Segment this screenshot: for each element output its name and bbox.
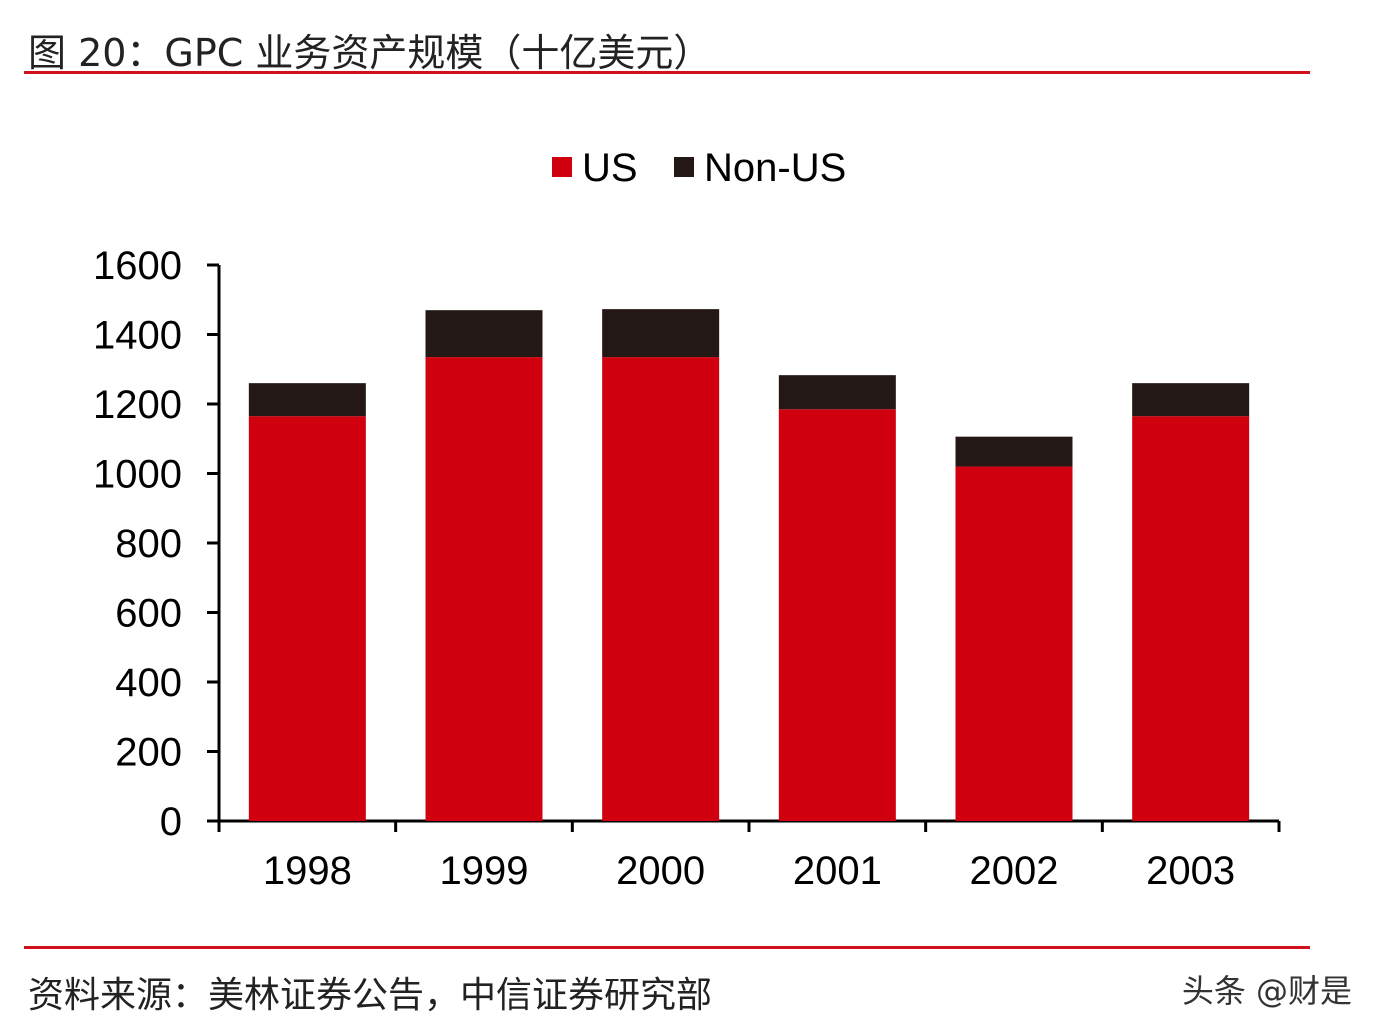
legend-label-us: US xyxy=(582,146,638,190)
legend-swatch-us xyxy=(552,157,572,177)
y-tick-label: 0 xyxy=(160,800,182,844)
x-tick-label: 2003 xyxy=(1146,849,1235,893)
y-tick-label: 1400 xyxy=(93,314,182,358)
title-rule xyxy=(24,71,1310,74)
bar-non-us-1998 xyxy=(248,383,366,417)
bar-non-us-2002 xyxy=(955,436,1073,467)
bar-us-2002 xyxy=(955,466,1073,821)
x-tick-label: 2001 xyxy=(793,849,882,893)
bar-us-1999 xyxy=(425,357,543,821)
footer-rule xyxy=(24,946,1310,949)
y-tick-label: 1000 xyxy=(93,453,182,497)
x-tick-label: 2002 xyxy=(970,849,1059,893)
bar-non-us-1999 xyxy=(425,310,543,358)
figure-title: 图 20：GPC 业务资产规模（十亿美元） xyxy=(28,31,712,75)
source-note: 资料来源：美林证券公告，中信证券研究部 xyxy=(28,975,713,1016)
bar-us-2001 xyxy=(778,409,896,821)
bar-non-us-2000 xyxy=(602,309,720,358)
x-tick-label: 1998 xyxy=(263,849,352,893)
y-tick-label: 800 xyxy=(115,522,182,566)
bar-us-2000 xyxy=(602,357,720,821)
y-tick-label: 1600 xyxy=(93,244,182,288)
bar-non-us-2001 xyxy=(778,375,896,410)
y-tick-label: 400 xyxy=(115,661,182,705)
x-tick-label: 2000 xyxy=(616,849,705,893)
bar-us-2003 xyxy=(1132,416,1250,821)
y-tick-label: 600 xyxy=(115,592,182,636)
x-tick-label: 1999 xyxy=(440,849,529,893)
bar-us-1998 xyxy=(248,416,366,821)
legend-label-non-us: Non-US xyxy=(704,146,846,190)
legend-swatch-non-us xyxy=(674,157,694,177)
watermark: 头条 @财是 xyxy=(1181,972,1352,1010)
y-tick-label: 200 xyxy=(115,731,182,775)
y-tick-label: 1200 xyxy=(93,383,182,427)
bar-non-us-2003 xyxy=(1132,383,1250,417)
